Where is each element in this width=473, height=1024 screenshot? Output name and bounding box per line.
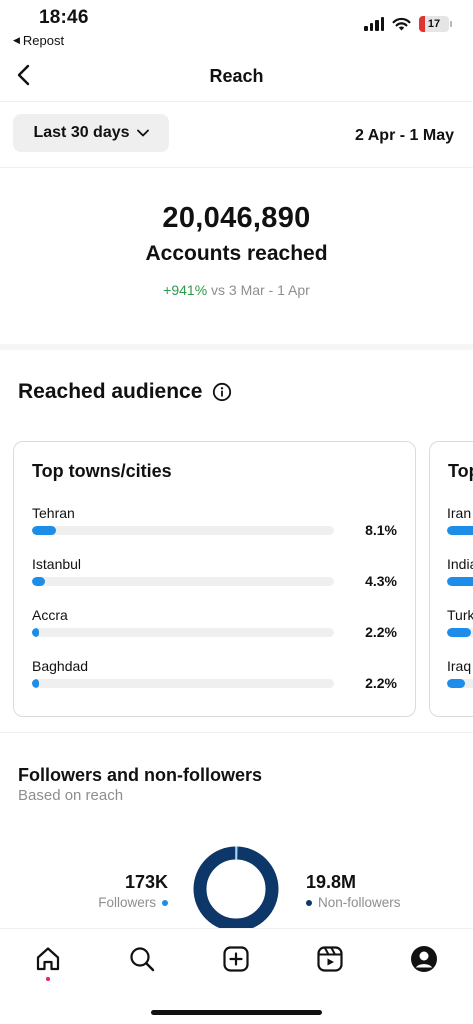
city-row: Baghdad 2.2% xyxy=(32,658,397,709)
period-label: Last 30 days xyxy=(33,124,130,141)
non-followers-value: 19.8M xyxy=(306,872,357,892)
status-bar: 18:46 ◀ Repost 17 xyxy=(0,0,473,50)
non-followers-label: Non-followers xyxy=(318,895,401,910)
reached-audience-header: Reached audience xyxy=(18,380,232,404)
country-bar-track xyxy=(447,628,473,637)
status-indicators: 17 xyxy=(364,16,452,32)
battery-icon: 17 xyxy=(419,16,452,32)
nav-home[interactable] xyxy=(32,943,64,975)
nav-profile[interactable] xyxy=(408,943,440,975)
non-followers-legend-dot xyxy=(306,899,312,906)
country-row: Turk xyxy=(447,607,473,658)
city-bar-fill xyxy=(32,628,39,637)
followers-section-subtitle: Based on reach xyxy=(18,787,124,804)
country-label: India xyxy=(447,556,473,572)
battery-level: 17 xyxy=(427,18,441,30)
chevron-left-icon xyxy=(17,64,30,86)
top-countries-card[interactable]: Top Iran India Turk Iraq xyxy=(429,441,473,717)
city-bar-track xyxy=(32,679,334,688)
country-row: Iraq xyxy=(447,658,473,709)
period-dropdown[interactable]: Last 30 days xyxy=(13,114,169,152)
home-icon xyxy=(36,947,60,971)
section-divider xyxy=(0,732,473,733)
nav-create[interactable] xyxy=(220,943,252,975)
nav-reels[interactable] xyxy=(314,943,346,975)
reach-summary: 20,046,890 Accounts reached +941% vs 3 M… xyxy=(0,168,473,344)
followers-stat: 173K Followers xyxy=(98,872,168,910)
accounts-reached-value: 20,046,890 xyxy=(162,202,311,234)
chevron-down-icon xyxy=(136,129,149,137)
city-bar-track xyxy=(32,577,334,586)
city-label: Baghdad xyxy=(32,658,89,674)
country-bar-fill xyxy=(447,577,473,586)
top-cities-card[interactable]: Top towns/cities Tehran 8.1% Istanbul 4.3% A… xyxy=(13,441,416,717)
section-divider xyxy=(0,344,473,350)
back-button[interactable] xyxy=(8,60,38,90)
notification-dot xyxy=(46,977,50,981)
bottom-navigation xyxy=(0,928,473,1024)
city-label: Tehran xyxy=(32,505,75,521)
back-triangle-icon: ◀ xyxy=(13,35,20,45)
country-bar-fill xyxy=(447,526,473,535)
card-title: Top towns/cities xyxy=(32,461,172,481)
followers-section-title: Followers and non-followers xyxy=(18,765,263,785)
country-bar-fill xyxy=(447,628,471,637)
city-rows: Tehran 8.1% Istanbul 4.3% Accra 2.2% Baghdad 2.… xyxy=(32,505,397,709)
cellular-signal-icon xyxy=(364,17,384,31)
city-label: Istanbul xyxy=(32,556,82,572)
city-label: Accra xyxy=(32,607,68,623)
city-percentage: 2.2% xyxy=(365,624,397,640)
city-percentage: 8.1% xyxy=(365,522,397,538)
city-percentage: 4.3% xyxy=(365,573,397,589)
city-row: Accra 2.2% xyxy=(32,607,397,658)
country-row: India xyxy=(447,556,473,607)
comparison-period: vs 3 Mar - 1 Apr xyxy=(211,282,310,298)
accounts-reached-label: Accounts reached xyxy=(145,242,328,265)
country-row: Iran xyxy=(447,505,473,556)
followers-legend-dot xyxy=(162,899,168,906)
followers-label: Followers xyxy=(98,895,156,910)
back-to-app-link[interactable]: ◀ Repost xyxy=(13,33,64,48)
city-row: Istanbul 4.3% xyxy=(32,556,397,607)
followers-value: 173K xyxy=(124,872,168,892)
reach-change: +941% xyxy=(163,282,208,298)
wifi-icon xyxy=(392,17,411,31)
page-title: Reach xyxy=(209,66,264,86)
country-rows: Iran India Turk Iraq xyxy=(447,505,473,709)
non-followers-slice xyxy=(193,846,279,932)
country-label: Iraq xyxy=(447,658,472,674)
nav-search[interactable] xyxy=(126,943,158,975)
status-time: 18:46 xyxy=(39,7,89,28)
search-icon xyxy=(130,947,155,972)
non-followers-stat: 19.8M Non-followers xyxy=(306,872,401,910)
reels-icon xyxy=(317,946,343,972)
city-bar-track xyxy=(32,628,334,637)
country-label: Turk xyxy=(447,607,473,623)
followers-donut-chart xyxy=(193,846,279,932)
filter-row: Last 30 days 2 Apr - 1 May xyxy=(0,102,473,168)
date-range: 2 Apr - 1 May xyxy=(355,127,454,144)
page-header: Reach xyxy=(0,50,473,102)
country-label: Iran xyxy=(447,505,472,521)
create-icon xyxy=(223,946,249,972)
info-icon xyxy=(213,382,232,402)
profile-icon xyxy=(411,946,437,972)
city-bar-track xyxy=(32,526,334,535)
city-row: Tehran 8.1% xyxy=(32,505,397,556)
reach-comparison: +941% vs 3 Mar - 1 Apr xyxy=(0,282,473,298)
country-bar-track xyxy=(447,577,473,586)
country-bar-fill xyxy=(447,679,465,688)
home-indicator xyxy=(151,1010,322,1015)
city-bar-fill xyxy=(32,577,45,586)
city-bar-fill xyxy=(32,679,39,688)
city-percentage: 2.2% xyxy=(365,675,397,691)
info-button[interactable] xyxy=(212,382,232,402)
city-bar-fill xyxy=(32,526,57,535)
country-bar-track xyxy=(447,526,473,535)
card-title: Top xyxy=(448,461,473,481)
country-bar-track xyxy=(447,679,473,688)
back-app-label: Repost xyxy=(22,33,65,48)
reached-audience-title: Reached audience xyxy=(18,380,203,403)
